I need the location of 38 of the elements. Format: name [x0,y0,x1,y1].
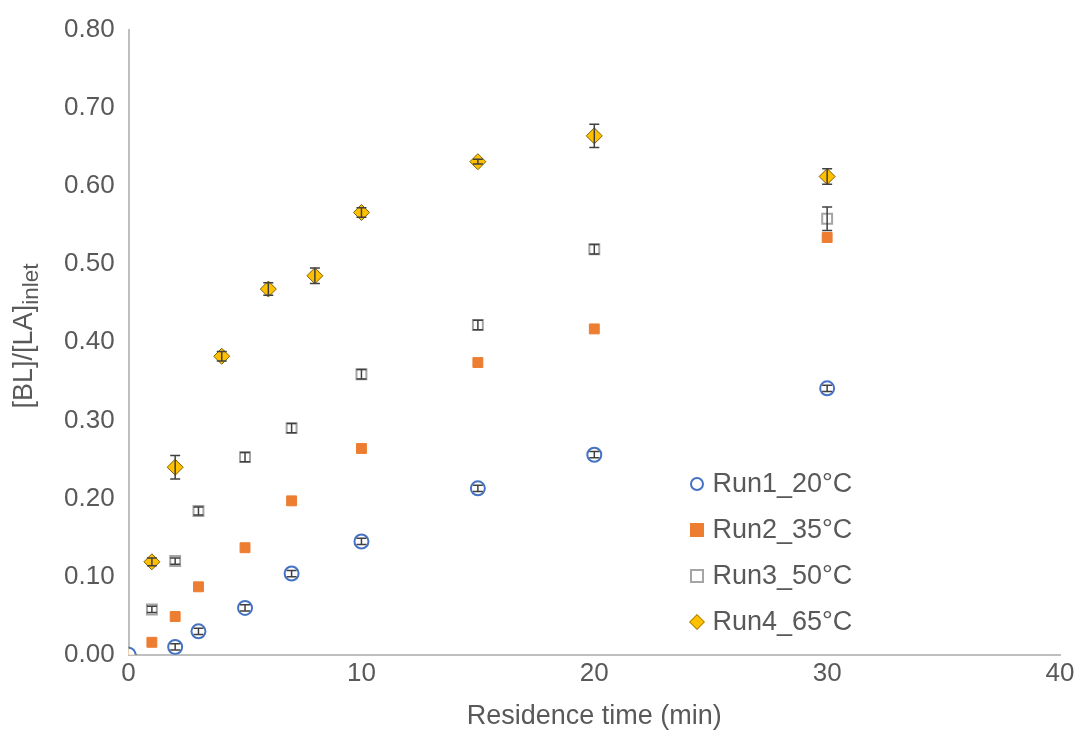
y-tick-label: 0.80 [63,12,115,43]
y-tick-label: 0.70 [63,90,115,121]
point [586,446,603,463]
point [169,611,181,622]
point [167,638,184,655]
point [143,553,161,571]
x-tick-label: 30 [812,656,842,687]
y-tick-label: 0.40 [63,325,115,356]
x-axis-title: Residence time (min) [465,700,723,731]
y-tick-label: 0.60 [63,169,115,200]
legend-label: Run2_35°C [712,514,853,546]
point [239,542,251,554]
y-tick-label: 0.30 [63,403,115,434]
point [469,480,486,497]
point [356,443,367,454]
point [353,533,370,550]
y-tick-label: 0.20 [63,481,115,512]
point [819,380,836,397]
point [146,636,158,648]
point [821,232,833,243]
x-tick-label: 20 [579,656,609,687]
y-tick-label: 0.50 [63,247,115,278]
legend-label: Run1_20°C [712,468,853,500]
point [193,581,204,593]
legend-label: Run3_50°C [712,560,853,592]
legend-label: Run4_65°C [712,606,853,638]
point [190,623,207,640]
y-tick-label: 0.00 [63,637,115,668]
point [588,323,600,335]
y-tick-label: 0.10 [63,559,115,590]
point [237,599,254,616]
x-tick-label: 0 [121,656,136,687]
x-tick-label: 10 [346,656,376,687]
point [472,357,484,368]
point [286,495,298,507]
point [283,565,300,582]
point [352,203,370,221]
x-tick-label: 40 [1045,656,1075,687]
